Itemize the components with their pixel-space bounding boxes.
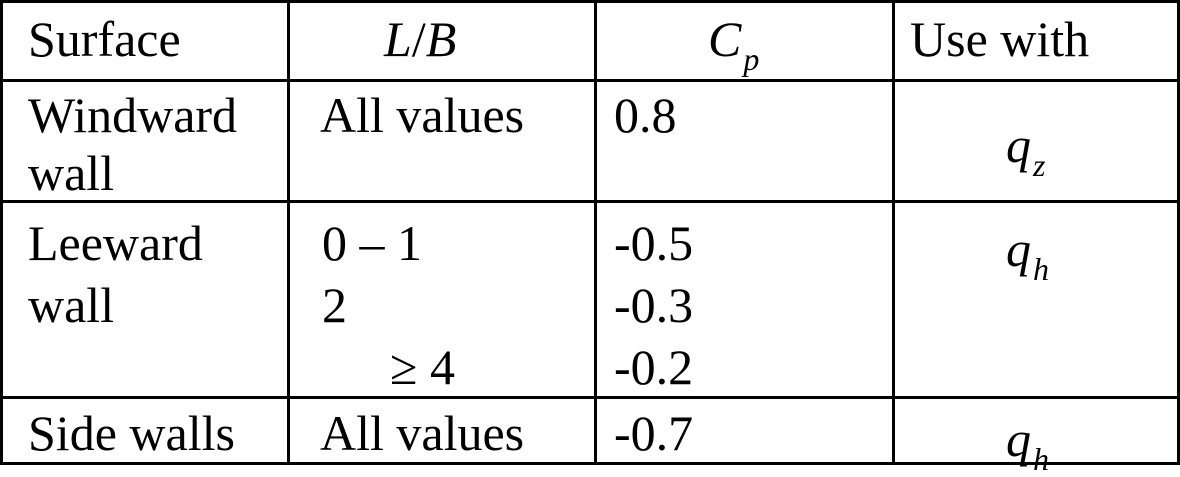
- border-right: [1177, 0, 1180, 465]
- header-cp-sub: p: [743, 41, 760, 77]
- row3-use-with: qh: [1006, 411, 1049, 475]
- row1-cp: 0.8: [614, 87, 677, 143]
- header-b: B: [425, 11, 457, 67]
- row1-surface-line1: Windward: [28, 87, 238, 143]
- border-left: [0, 0, 3, 465]
- row1-divider: [0, 200, 1180, 203]
- header-cp: Cp: [708, 11, 759, 75]
- row1-lb: All values: [320, 87, 525, 143]
- row3-lb: All values: [320, 405, 525, 461]
- row2-cp-3: -0.2: [614, 339, 694, 395]
- border-top: [0, 0, 1180, 3]
- row2-surface-line1: Leeward: [28, 215, 203, 271]
- header-l-over-b: L/B: [384, 14, 456, 64]
- row1-use-sub: z: [1033, 147, 1046, 183]
- row1-use-with: qz: [1006, 117, 1045, 181]
- row3-surface: Side walls: [28, 405, 235, 461]
- header-use-with: Use with: [910, 11, 1090, 67]
- header-l: L: [384, 11, 412, 67]
- col-divider-1: [287, 0, 290, 465]
- header-cp-base: C: [708, 11, 742, 67]
- row2-use-with: qh: [1006, 221, 1049, 285]
- row1-surface-line2: wall: [28, 145, 115, 201]
- row2-surface-line2: wall: [28, 277, 115, 333]
- row3-use-base: q: [1006, 411, 1031, 467]
- row1-use-base: q: [1006, 117, 1031, 173]
- row2-cp-2: -0.3: [614, 277, 694, 333]
- row2-lb-1: 0 – 1: [322, 215, 422, 271]
- header-surface: Surface: [28, 11, 181, 67]
- row2-cp-1: -0.5: [614, 215, 694, 271]
- header-divider: [0, 79, 1180, 82]
- col-divider-2: [594, 0, 597, 465]
- row3-cp: -0.7: [614, 405, 694, 461]
- row2-use-base: q: [1006, 221, 1031, 277]
- row2-divider: [0, 396, 1180, 399]
- row2-lb-3: ≥ 4: [390, 339, 455, 395]
- header-slash: /: [411, 11, 426, 67]
- row2-use-sub: h: [1033, 251, 1049, 287]
- border-bottom: [0, 462, 1180, 465]
- row3-use-sub: h: [1033, 441, 1049, 477]
- col-divider-3: [892, 0, 895, 465]
- row2-lb-2: 2: [322, 277, 347, 333]
